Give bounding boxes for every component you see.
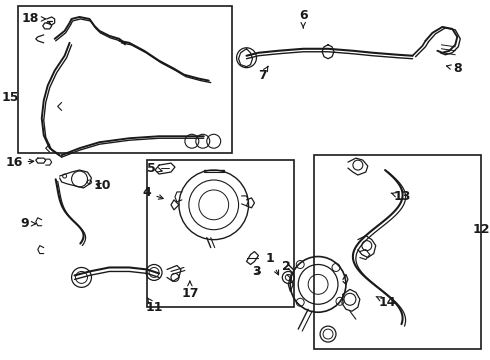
- Text: 13: 13: [391, 190, 411, 203]
- Text: 9: 9: [21, 217, 36, 230]
- Bar: [314, 155, 481, 349]
- Text: 2: 2: [282, 260, 291, 279]
- Text: 11: 11: [146, 298, 163, 314]
- Text: 5: 5: [147, 162, 162, 175]
- Text: 18: 18: [21, 13, 46, 26]
- Text: 3: 3: [252, 265, 261, 278]
- Text: 17: 17: [181, 281, 198, 300]
- Text: 15: 15: [1, 91, 19, 104]
- Bar: [147, 160, 294, 307]
- Text: 10: 10: [94, 180, 111, 193]
- Text: 1: 1: [266, 252, 278, 275]
- Text: 8: 8: [446, 62, 462, 75]
- Text: 6: 6: [299, 9, 308, 28]
- Bar: [18, 6, 232, 153]
- Text: 7: 7: [258, 66, 268, 82]
- Text: 14: 14: [376, 296, 396, 309]
- Text: 4: 4: [143, 186, 163, 199]
- Text: 12: 12: [472, 223, 490, 236]
- Text: 16: 16: [5, 156, 34, 168]
